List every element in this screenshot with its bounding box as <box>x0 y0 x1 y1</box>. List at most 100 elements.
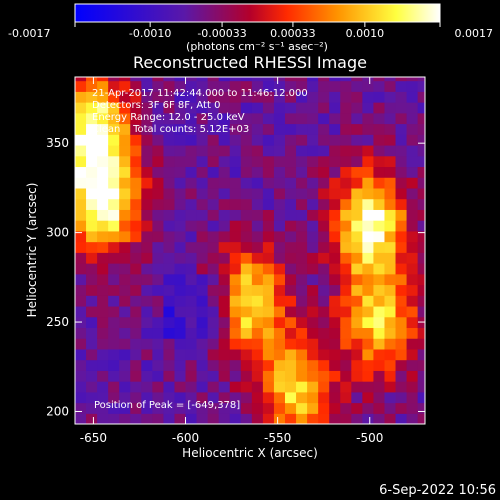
heatmap-cell <box>395 316 408 329</box>
heatmap-cell <box>240 91 253 103</box>
heatmap-cell <box>340 273 352 286</box>
heatmap-cell <box>240 230 253 243</box>
heatmap-cell <box>130 305 142 318</box>
heatmap-cell <box>307 112 319 125</box>
heatmap-cell <box>340 381 352 393</box>
heatmap-cell <box>196 102 209 114</box>
heatmap-cell <box>196 391 209 404</box>
heatmap-cell <box>273 359 286 371</box>
heatmap-cell <box>307 144 319 157</box>
heatmap-cell <box>97 370 109 382</box>
heatmap-cell <box>373 413 386 424</box>
heatmap-cell <box>340 413 352 424</box>
heatmap-cell <box>218 177 231 189</box>
heatmap-cell <box>285 402 297 414</box>
heatmap-cell <box>218 381 231 393</box>
heatmap-cell <box>141 327 153 339</box>
heatmap-cell <box>318 316 330 329</box>
heatmap-cell <box>119 284 131 296</box>
heatmap-cell <box>185 134 198 146</box>
heatmap-cell <box>229 91 242 103</box>
heatmap-cell <box>351 220 363 232</box>
heatmap-cell <box>229 273 242 286</box>
heatmap-cell <box>86 413 98 424</box>
heatmap-cell <box>174 80 187 92</box>
heatmap-cell <box>141 295 153 307</box>
heatmap-cell <box>196 338 209 350</box>
heatmap-cell <box>174 305 187 318</box>
heatmap-cell <box>362 402 375 414</box>
heatmap-cell <box>351 155 363 168</box>
heatmap-cell <box>141 241 153 253</box>
heatmap-cell <box>119 80 131 92</box>
heatmap-cell <box>296 112 308 125</box>
heatmap-cell <box>307 402 319 414</box>
heatmap-cell <box>406 273 419 286</box>
heatmap-cell <box>340 305 352 318</box>
heatmap-cell <box>196 305 209 318</box>
heatmap-cell <box>130 359 142 371</box>
heatmap-cell <box>417 230 425 243</box>
heatmap-cell <box>262 413 275 424</box>
heatmap-cell <box>174 144 187 157</box>
heatmap-cell <box>174 370 187 382</box>
heatmap-cell <box>373 359 386 371</box>
heatmap-cell <box>318 80 330 92</box>
heatmap-cell <box>108 273 120 286</box>
heatmap-cell <box>119 413 131 424</box>
heatmap-cell <box>218 327 231 339</box>
heatmap-cell <box>185 91 198 103</box>
heatmap-cell <box>207 348 220 361</box>
heatmap-cell <box>108 252 120 264</box>
heatmap-cell <box>406 391 419 404</box>
heatmap-cell <box>174 134 187 146</box>
heatmap-cell <box>108 413 120 424</box>
heatmap-cell <box>141 198 153 210</box>
heatmap-cell <box>417 177 425 189</box>
heatmap-cell <box>163 359 176 371</box>
heatmap-cell <box>373 327 386 339</box>
heatmap-cell <box>296 348 308 361</box>
heatmap-cell <box>174 284 187 296</box>
heatmap-cell <box>240 220 253 232</box>
heatmap-cell <box>373 230 386 243</box>
heatmap-cell <box>384 413 397 424</box>
heatmap-cell <box>97 102 109 114</box>
heatmap-cell <box>406 166 419 178</box>
heatmap-cell <box>251 370 264 382</box>
heatmap-cell <box>218 316 231 329</box>
heatmap-cell <box>196 77 209 82</box>
heatmap-cell <box>97 316 109 329</box>
heatmap-cell <box>141 187 153 200</box>
heatmap-cell <box>262 252 275 264</box>
heatmap-cell <box>229 381 242 393</box>
heatmap-cell <box>395 273 408 286</box>
heatmap-cell <box>329 123 341 135</box>
heatmap-cell <box>174 327 187 339</box>
heatmap-cell <box>373 220 386 232</box>
heatmap-cell <box>251 263 264 275</box>
heatmap-cell <box>329 144 341 157</box>
heatmap-cell <box>307 123 319 135</box>
heatmap-cell <box>373 241 386 253</box>
heatmap-cell <box>307 252 319 264</box>
heatmap-cell <box>285 155 297 168</box>
heatmap-cell <box>417 155 425 168</box>
heatmap-cell <box>240 273 253 286</box>
heatmap-cell <box>229 295 242 307</box>
heatmap-cell <box>362 327 375 339</box>
heatmap-cell <box>185 284 198 296</box>
heatmap-cell <box>307 241 319 253</box>
heatmap-cell <box>395 402 408 414</box>
heatmap-cell <box>395 123 408 135</box>
heatmap-cell <box>373 166 386 178</box>
heatmap-cell <box>373 102 386 114</box>
heatmap-cell <box>163 338 176 350</box>
heatmap-cell <box>340 177 352 189</box>
heatmap-cell <box>86 177 98 189</box>
heatmap-cell <box>406 316 419 329</box>
heatmap-cell <box>108 144 120 157</box>
heatmap-cell <box>406 144 419 157</box>
heatmap-cell <box>340 241 352 253</box>
heatmap-cell <box>384 166 397 178</box>
